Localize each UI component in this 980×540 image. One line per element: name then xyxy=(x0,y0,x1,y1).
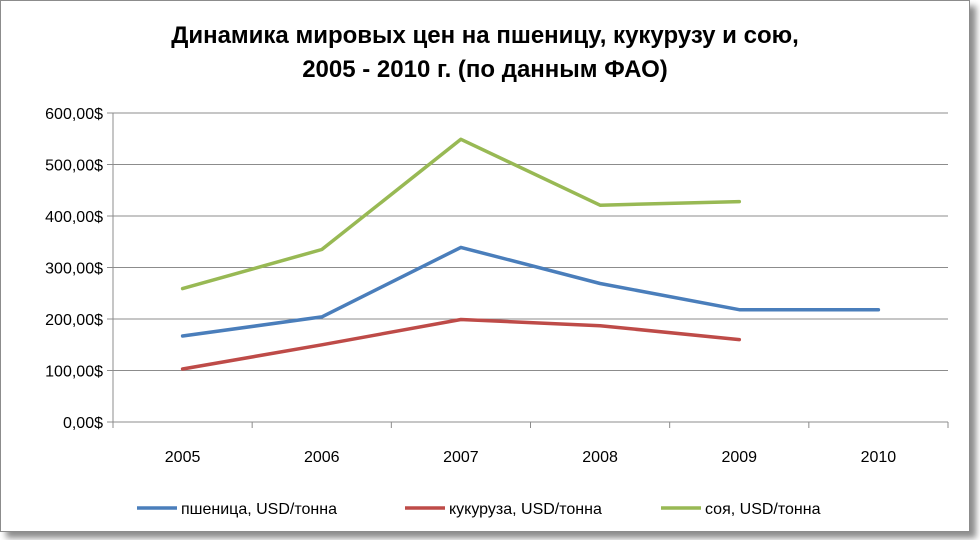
y-tick-label: 200,00$ xyxy=(45,312,103,329)
chart-title-line-1: Динамика мировых цен на пшеницу, кукуруз… xyxy=(171,22,799,49)
y-tick-label: 300,00$ xyxy=(45,261,103,278)
y-tick-label: 100,00$ xyxy=(45,364,103,381)
series-line-0 xyxy=(180,245,881,338)
y-tick-label: 500,00$ xyxy=(45,158,103,175)
x-tick-label: 2008 xyxy=(582,449,618,466)
y-tick-label: 0,00$ xyxy=(63,415,103,432)
legend-label-1: кукуруза, USD/тонна xyxy=(449,501,602,518)
axes: 0,00$ 100,00$ 200,00$ 300,00$ 400,00$ 500,00$… xyxy=(45,106,949,466)
x-tick-label: 2007 xyxy=(443,449,479,466)
y-tick-label: 600,00$ xyxy=(45,106,103,123)
x-tick-label: 2009 xyxy=(721,449,757,466)
legend-label-0: пшеница, USD/тонна xyxy=(181,501,337,518)
chart-title: Динамика мировых цен на пшеницу, кукуруз… xyxy=(1,19,969,87)
x-tick-label: 2005 xyxy=(165,449,201,466)
series-line-2 xyxy=(180,137,742,291)
chart-frame: Динамика мировых цен на пшеницу, кукуруз… xyxy=(0,0,970,532)
series-lines xyxy=(180,137,881,371)
series-line-1 xyxy=(180,317,742,371)
x-tick-label: 2010 xyxy=(861,449,897,466)
chart-title-line-2: 2005 - 2010 г. (по данным ФАО) xyxy=(302,56,668,83)
legend-label-2: соя, USD/тонна xyxy=(705,501,821,518)
y-tick-label: 400,00$ xyxy=(45,209,103,226)
x-tick-label: 2006 xyxy=(304,449,340,466)
legend: пшеница, USD/тонна кукуруза, USD/тонна соя… xyxy=(137,501,821,518)
gridlines xyxy=(113,112,948,371)
